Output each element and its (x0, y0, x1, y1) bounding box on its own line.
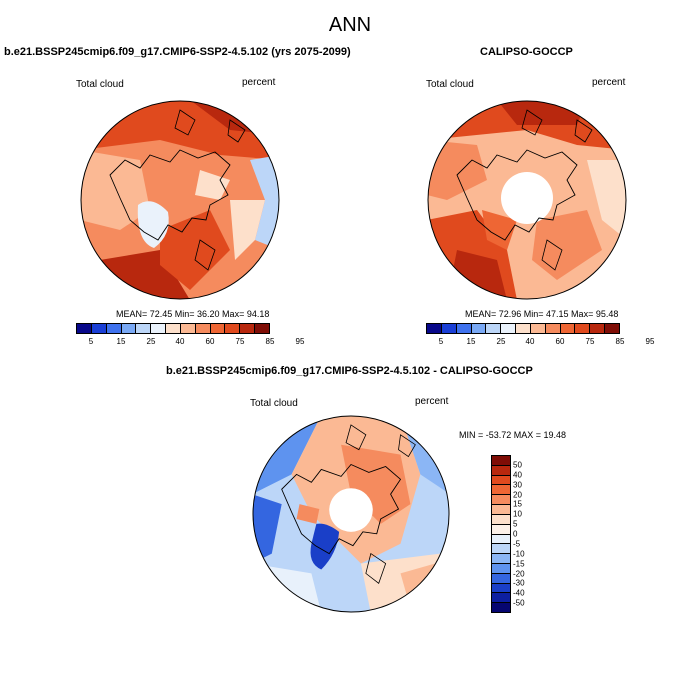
panel-1-title: b.e21.BSSP245cmip6.f09_g17.CMIP6-SSP2-4.… (4, 46, 351, 58)
colorbar-tick-label: 50 (513, 460, 522, 470)
panel-1-units-label: percent (242, 77, 276, 88)
colorbar-tick-label: 40 (525, 337, 535, 346)
colorbar-tick-label: 5 (88, 337, 94, 346)
colorbar-tick-label: 75 (585, 337, 595, 346)
colorbar-tick-label: 60 (205, 337, 215, 346)
colorbar-tick-label: 85 (615, 337, 625, 346)
colorbar-tick-label: 10 (513, 509, 522, 519)
colorbar-tick-label: 40 (175, 337, 185, 346)
colorbar-tick-label: -5 (513, 539, 521, 549)
colorbar-tick-label: 40 (513, 470, 522, 480)
colorbar-tick-label: 25 (496, 337, 506, 346)
panel-1-variable-label: Total cloud (76, 79, 124, 90)
panel-1-colorbar (76, 323, 270, 334)
colorbar-tick-label: 95 (645, 337, 655, 346)
colorbar-tick-label: 15 (513, 499, 522, 509)
colorbar-tick-label: 5 (438, 337, 444, 346)
colorbar-tick-label: -15 (513, 559, 525, 569)
colorbar-tick-label: 20 (513, 490, 522, 499)
panel-3-variable-label: Total cloud (250, 398, 298, 409)
panel-2-stats: MEAN= 72.96 Min= 47.15 Max= 95.48 (465, 309, 619, 319)
panel-1-colorbar-labels: 5 15 25 40 60 75 85 95 (76, 337, 305, 347)
colorbar-tick-label: -40 (513, 588, 525, 598)
colorbar-tick-label: 15 (116, 337, 126, 346)
colorbar-tick-label: 0 (513, 529, 518, 539)
colorbar-tick-label: 75 (235, 337, 245, 346)
colorbar-tick-label: -30 (513, 578, 525, 588)
panel-2-title: CALIPSO-GOCCP (480, 46, 573, 58)
colorbar-tick-label: 5 (513, 519, 518, 529)
colorbar-tick-label: 25 (146, 337, 156, 346)
panel-1-stats: MEAN= 72.45 Min= 36.20 Max= 94.18 (116, 309, 270, 319)
panel-2-colorbar (426, 323, 620, 334)
colorbar-tick-label: 85 (265, 337, 275, 346)
colorbar-tick-label: -20 (513, 569, 525, 578)
colorbar-tick-label: 15 (466, 337, 476, 346)
panel-3-colorbar-labels: 50 40 30 20 15 10 5 0 -5 -10 -15 -20 -30… (513, 455, 543, 613)
colorbar-tick-label: 60 (555, 337, 565, 346)
panel-1-polar-map (80, 100, 280, 300)
panel-2-variable-label: Total cloud (426, 79, 474, 90)
panel-3-units-label: percent (415, 396, 449, 407)
main-title: ANN (328, 14, 372, 36)
panel-3-colorbar (491, 455, 511, 613)
panel-3-title: b.e21.BSSP245cmip6.f09_g17.CMIP6-SSP2-4.… (166, 365, 533, 377)
panel-3-stats: MIN = -53.72 MAX = 19.48 (459, 430, 567, 440)
colorbar-tick-label: -10 (513, 549, 525, 559)
panel-2-colorbar-labels: 5 15 25 40 60 75 85 95 (426, 337, 655, 347)
colorbar-tick-label: 30 (513, 480, 522, 490)
panel-3-polar-map (252, 415, 450, 613)
panel-2-polar-map (427, 100, 627, 300)
colorbar-tick-label: -50 (513, 598, 525, 608)
colorbar-tick-label: 95 (295, 337, 305, 346)
panel-2-units-label: percent (592, 77, 626, 88)
